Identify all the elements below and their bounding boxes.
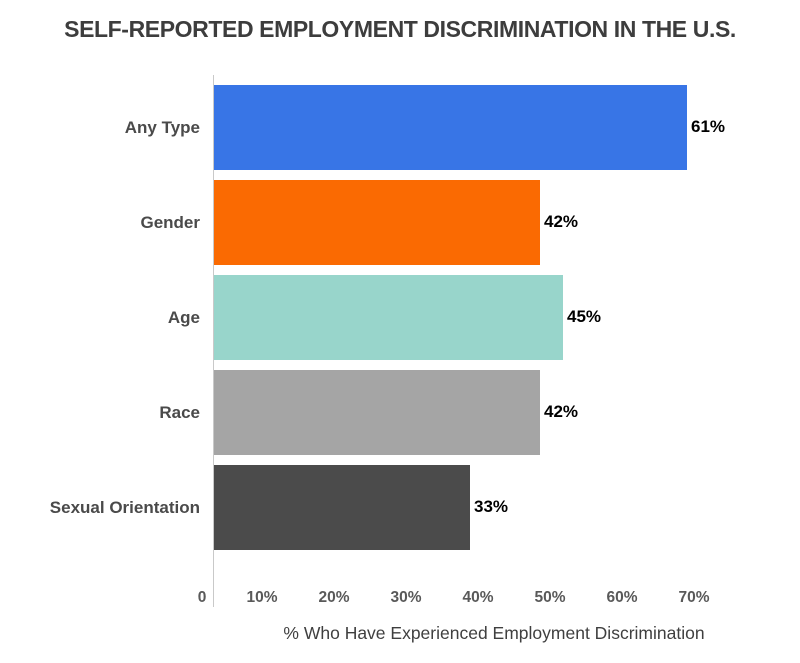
bar: [214, 85, 687, 170]
category-label: Race: [159, 403, 200, 422]
x-tick-label: 40%: [462, 589, 494, 606]
category-label: Gender: [140, 213, 200, 232]
category-label: Age: [167, 308, 200, 327]
x-tick-label: 10%: [246, 589, 278, 606]
x-tick-label: 50%: [534, 589, 566, 606]
value-label: 33%: [474, 496, 509, 516]
value-label: 61%: [691, 116, 726, 136]
value-label: 42%: [544, 211, 579, 231]
bar: [214, 370, 540, 455]
bar: [214, 180, 540, 265]
bar: [214, 275, 563, 360]
y-axis-line: [213, 75, 214, 607]
x-tick-label: 20%: [318, 589, 350, 606]
chart-title: SELF-REPORTED EMPLOYMENT DISCRIMINATION …: [64, 16, 736, 42]
value-label: 45%: [567, 306, 602, 326]
x-tick-label: 70%: [678, 589, 710, 606]
bar: [214, 465, 470, 550]
x-tick-label: 30%: [390, 589, 422, 606]
category-label: Any Type: [124, 118, 200, 137]
category-label: Sexual Orientation: [49, 498, 200, 517]
x-axis-title: % Who Have Experienced Employment Discri…: [283, 623, 705, 643]
x-tick-label: 0: [197, 589, 207, 606]
x-tick-label: 60%: [606, 589, 638, 606]
value-label: 42%: [544, 401, 579, 421]
